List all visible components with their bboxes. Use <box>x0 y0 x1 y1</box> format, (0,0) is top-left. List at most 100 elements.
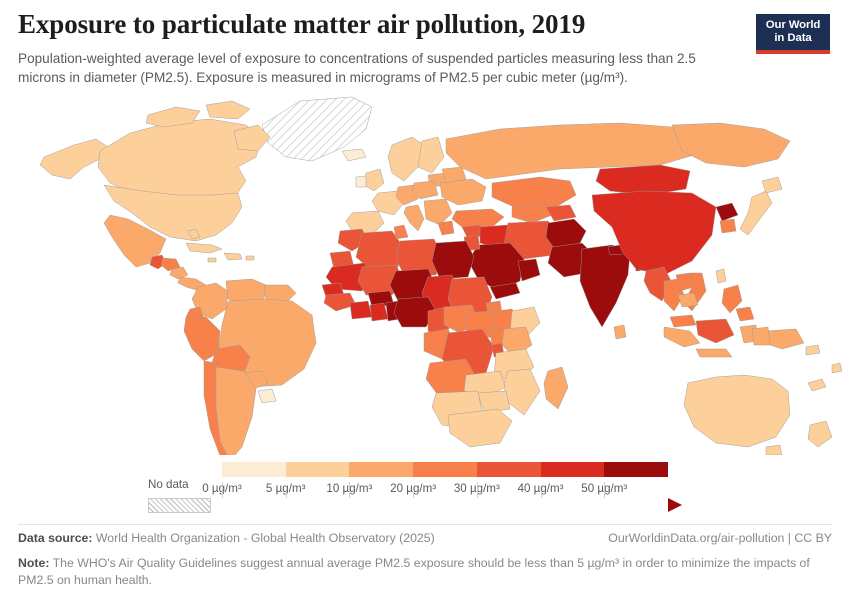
page-title: Exposure to particulate matter air pollu… <box>18 9 586 39</box>
region-russia-east[interactable] <box>671 122 791 168</box>
region-iceland[interactable] <box>341 148 367 162</box>
region-alaska[interactable] <box>39 138 109 180</box>
region-madagascar[interactable] <box>543 366 569 410</box>
region-balkans[interactable] <box>423 198 453 226</box>
region-zimbabwe[interactable] <box>477 390 511 414</box>
region-new-caledonia[interactable] <box>807 378 827 392</box>
owid-logo-line2: in Data <box>774 31 812 44</box>
region-canada-arctic-isles[interactable] <box>145 106 201 128</box>
legend-swatch-3[interactable] <box>413 462 478 477</box>
region-poland[interactable] <box>411 180 439 200</box>
data-source-label: Data source: <box>18 531 93 545</box>
region-indonesia-sumatra[interactable] <box>663 326 701 348</box>
region-nicaragua[interactable] <box>169 266 189 280</box>
owid-logo[interactable]: Our World in Data <box>756 14 830 54</box>
region-japan[interactable] <box>739 190 773 236</box>
region-china[interactable] <box>591 190 717 276</box>
legend-tick-line-1 <box>285 492 287 498</box>
region-united-states[interactable] <box>103 184 243 242</box>
legend-swatch-6[interactable] <box>604 462 669 477</box>
region-italy[interactable] <box>403 204 425 232</box>
region-uruguay[interactable] <box>257 388 277 404</box>
region-mongolia[interactable] <box>595 164 691 196</box>
legend-swatch-2[interactable] <box>349 462 414 477</box>
region-guinea-sierraleone[interactable] <box>323 292 357 312</box>
region-canada-arctic-isles-2[interactable] <box>205 100 251 120</box>
legend-swatch-5[interactable] <box>540 462 605 477</box>
region-tunisia[interactable] <box>393 224 409 240</box>
region-united-kingdom[interactable] <box>363 168 385 192</box>
legend-tick-4: 30 µg/m³ <box>427 462 527 498</box>
region-egypt[interactable] <box>431 240 475 280</box>
region-india[interactable] <box>579 244 631 328</box>
region-solomon-islands[interactable] <box>805 344 821 356</box>
region-cote-divoire[interactable] <box>349 300 373 320</box>
note-text: The WHO's Air Quality Guidelines suggest… <box>18 556 810 588</box>
region-tasmania[interactable] <box>765 444 783 455</box>
region-hispaniola[interactable] <box>223 252 243 261</box>
region-guyanas[interactable] <box>263 284 297 304</box>
region-new-zealand[interactable] <box>807 420 833 448</box>
region-north-korea[interactable] <box>715 202 739 222</box>
legend-tick-labels: 0 µg/m³ 5 µg/m³ 10 µg/m³ 20 µg/m³ 30 µg/m³ 40… <box>0 462 850 498</box>
region-philippines[interactable] <box>721 284 743 314</box>
legend-swatch-4[interactable] <box>476 462 542 477</box>
region-philippines-south[interactable] <box>735 306 755 322</box>
region-finland[interactable] <box>417 136 445 174</box>
attribution-link[interactable]: OurWorldinData.org/air-pollution | CC BY <box>608 531 832 545</box>
region-ireland[interactable] <box>355 175 367 188</box>
region-cuba[interactable] <box>185 242 223 254</box>
legend-tick-line-0 <box>222 482 223 498</box>
region-indonesia-java[interactable] <box>695 348 733 358</box>
map-legend: No data 0 µg/m³ 5 µg/m³ 10 µg/m³ 20 µg/m³ 30… <box>0 462 850 518</box>
region-kazakhstan[interactable] <box>491 176 577 208</box>
note-label: Note: <box>18 556 50 570</box>
region-south-africa[interactable] <box>447 408 513 448</box>
region-peru[interactable] <box>183 316 221 362</box>
legend-no-data-label: No data <box>148 478 189 491</box>
legend-no-data-swatch[interactable] <box>148 498 211 513</box>
region-papua-new-guinea[interactable] <box>763 328 805 350</box>
region-west-papua[interactable] <box>751 326 771 346</box>
data-source: Data source: World Health Organization -… <box>18 531 435 545</box>
region-taiwan[interactable] <box>715 268 727 284</box>
region-south-korea[interactable] <box>719 218 737 234</box>
legend-tick-line-3 <box>413 492 415 498</box>
region-fiji[interactable] <box>831 362 843 374</box>
legend-open-end-arrow <box>668 498 682 512</box>
region-japan-north[interactable] <box>761 176 783 194</box>
region-baffin[interactable] <box>233 124 271 152</box>
region-cambodia[interactable] <box>677 292 699 308</box>
region-norway-sweden[interactable] <box>387 136 425 182</box>
region-greenland[interactable] <box>261 96 373 162</box>
region-yemen[interactable] <box>489 282 521 300</box>
region-argentina[interactable] <box>215 366 257 455</box>
region-australia[interactable] <box>683 374 791 448</box>
region-puerto-rico[interactable] <box>245 255 255 261</box>
region-nigeria[interactable] <box>393 296 437 328</box>
region-oman-uae[interactable] <box>517 258 541 282</box>
region-malaysia[interactable] <box>669 314 697 328</box>
region-belarus[interactable] <box>441 166 467 184</box>
region-indonesia-borneo[interactable] <box>695 318 735 344</box>
region-greece[interactable] <box>437 220 455 236</box>
world-choropleth-map[interactable] <box>0 95 850 455</box>
region-kyrgyz-tajik[interactable] <box>545 204 577 222</box>
chart-subtitle: Population-weighted average level of exp… <box>18 50 696 85</box>
region-libya[interactable] <box>395 238 443 276</box>
region-uzbekistan[interactable] <box>511 202 553 224</box>
legend-swatch-1[interactable] <box>285 462 350 477</box>
legend-tick-5: 40 µg/m³ <box>491 477 591 498</box>
region-sri-lanka[interactable] <box>613 324 627 340</box>
region-bahamas[interactable] <box>187 228 201 240</box>
region-turkey[interactable] <box>451 208 505 228</box>
legend-swatch-0[interactable] <box>222 462 287 477</box>
region-jamaica[interactable] <box>207 257 217 263</box>
region-malawi-mozambique[interactable] <box>503 368 541 416</box>
legend-tick-line-2 <box>349 482 351 498</box>
legend-tick-label-5: 40 µg/m³ <box>517 482 564 495</box>
region-mexico[interactable] <box>103 214 167 268</box>
region-romania-ukraine[interactable] <box>439 178 487 206</box>
region-algeria[interactable] <box>355 230 403 272</box>
